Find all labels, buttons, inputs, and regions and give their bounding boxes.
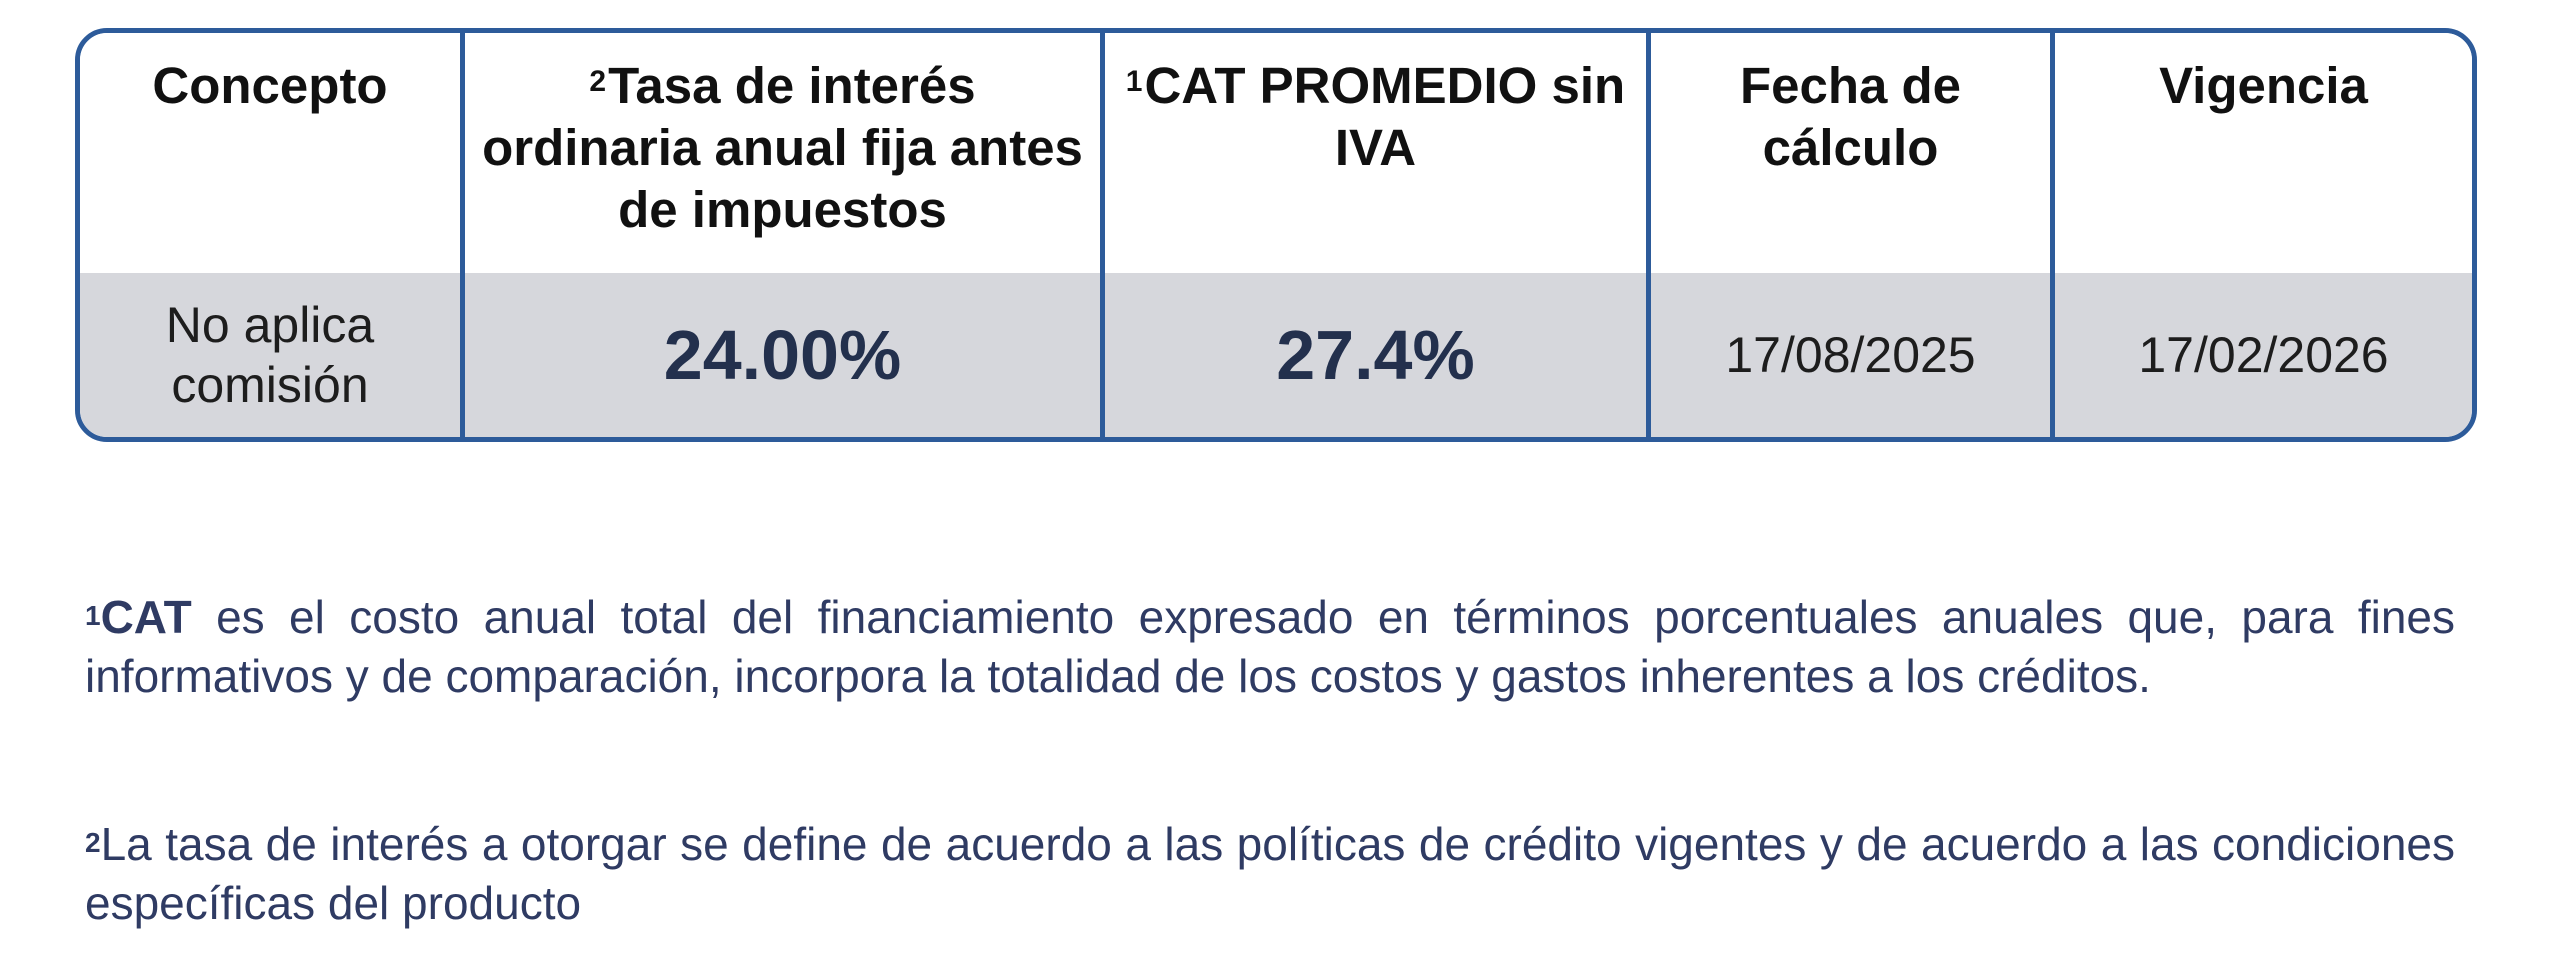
header-tasa: 2Tasa de interés ordinaria anual fija an… — [460, 33, 1100, 273]
concepto-value: No aplica comisión — [165, 297, 375, 413]
header-fecha-calculo: Fecha de cálculo — [1646, 33, 2050, 273]
footnote-1-marker: 1 — [1125, 65, 1143, 98]
cell-tasa: 24.00% — [460, 273, 1100, 437]
footnote-tasa: 2La tasa de interés a otorgar se define … — [85, 815, 2455, 933]
header-vigencia: Vigencia — [2050, 33, 2472, 273]
footnote-cat-text: es el costo anual total del financiamien… — [85, 591, 2455, 702]
footnote-tasa-marker: 2 — [85, 827, 101, 858]
header-tasa-label: Tasa de interés ordinaria anual fija ant… — [482, 57, 1083, 238]
header-cat-label: CAT PROMEDIO sin IVA — [1144, 57, 1626, 176]
vigencia-value: 17/02/2026 — [2138, 327, 2389, 383]
rate-table: Concepto 2Tasa de interés ordinaria anua… — [75, 28, 2477, 442]
header-cat: 1CAT PROMEDIO sin IVA — [1100, 33, 1646, 273]
tasa-value: 24.00% — [663, 316, 902, 394]
fecha-calculo-value: 17/08/2025 — [1725, 327, 1976, 383]
footnote-cat: 1CAT es el costo anual total del financi… — [85, 588, 2455, 706]
cat-value: 27.4% — [1276, 316, 1475, 394]
header-concepto: Concepto — [80, 33, 460, 273]
header-fecha-label: Fecha de cálculo — [1739, 57, 1962, 176]
footnote-2-marker: 2 — [589, 65, 607, 98]
footnote-tasa-text: La tasa de interés a otorgar se define d… — [85, 818, 2455, 929]
header-vigencia-label: Vigencia — [2159, 57, 2368, 114]
cell-concepto: No aplica comisión — [80, 273, 460, 437]
footnote-cat-lead: CAT — [100, 591, 192, 643]
cell-fecha-calculo: 17/08/2025 — [1646, 273, 2050, 437]
header-concepto-label: Concepto — [152, 57, 388, 114]
footnote-cat-marker: 1 — [85, 600, 101, 631]
cell-cat: 27.4% — [1100, 273, 1646, 437]
cell-vigencia: 17/02/2026 — [2050, 273, 2472, 437]
